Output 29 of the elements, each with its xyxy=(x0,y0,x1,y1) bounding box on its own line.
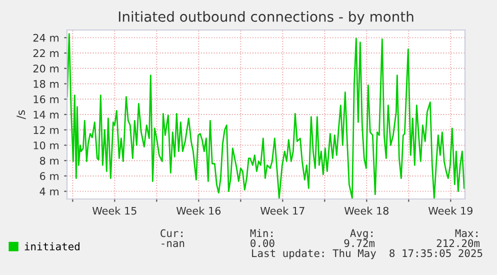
y-tick-label: 4 m xyxy=(40,188,58,196)
y-tick-label: 8 m xyxy=(40,156,58,165)
y-tick-label: 22 m xyxy=(33,49,58,58)
chart-title: Initiated outbound connections - by month xyxy=(118,11,414,25)
text: Min: xyxy=(250,229,272,237)
text: Last update: Thu May 8 17:35:05 2025 xyxy=(252,249,482,260)
y-tick-label: 24 m xyxy=(33,34,58,42)
legend-label: initiated xyxy=(24,242,80,250)
y-tick-label: 12 m xyxy=(34,126,58,134)
x-tick-label: Week 18 xyxy=(344,206,389,215)
x-tick-label: Week 17 xyxy=(260,206,304,215)
text: 212.20m xyxy=(436,239,480,248)
y-tick-label: 14 m xyxy=(34,110,58,118)
y-tick-label: 18 m xyxy=(34,80,58,88)
y-axis-title: /s xyxy=(16,110,26,120)
x-tick-label: Week 16 xyxy=(176,206,221,215)
y-tick-label: 20 m xyxy=(33,64,58,73)
text: 9.72m xyxy=(344,239,375,248)
y-tick-label: 6 m xyxy=(40,172,58,180)
text: -nan xyxy=(162,241,184,248)
text: Cur: xyxy=(160,229,182,238)
text: Avg: xyxy=(350,229,372,240)
y-tick-label: 16 m xyxy=(34,95,58,104)
y-tick-label: 10 m xyxy=(34,141,58,150)
line-series xyxy=(67,33,465,199)
x-tick-label: Week 19 xyxy=(428,206,472,215)
text: Max: xyxy=(455,229,478,238)
x-tick-label: Week 15 xyxy=(92,206,136,215)
text: 0.00 xyxy=(250,239,274,248)
